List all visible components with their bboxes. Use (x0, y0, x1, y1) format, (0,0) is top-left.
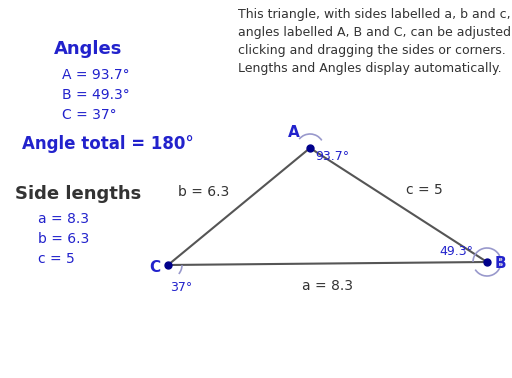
Text: C = 37°: C = 37° (62, 108, 117, 122)
Text: a = 8.3: a = 8.3 (38, 212, 89, 226)
Text: c = 5: c = 5 (407, 183, 443, 197)
Text: Angle total = 180°: Angle total = 180° (22, 135, 194, 153)
Text: c = 5: c = 5 (38, 252, 75, 266)
Text: Angles: Angles (54, 40, 122, 58)
Text: This triangle, with sides labelled a, b and c, and
angles labelled A, B and C, c: This triangle, with sides labelled a, b … (238, 8, 512, 75)
Text: A: A (288, 125, 300, 140)
Text: A = 93.7°: A = 93.7° (62, 68, 130, 82)
Text: b = 6.3: b = 6.3 (38, 232, 89, 246)
Text: B: B (495, 257, 507, 271)
Text: a = 8.3: a = 8.3 (302, 279, 353, 293)
Text: C: C (149, 260, 160, 274)
Text: b = 6.3: b = 6.3 (178, 184, 229, 198)
Text: Side lengths: Side lengths (15, 185, 141, 203)
Text: 49.3°: 49.3° (439, 245, 473, 258)
Text: 93.7°: 93.7° (315, 150, 349, 163)
Text: 37°: 37° (170, 281, 192, 294)
Point (164, 262, 172, 268)
Text: B = 49.3°: B = 49.3° (62, 88, 130, 102)
Point (483, 259, 491, 265)
Point (306, 145, 314, 151)
